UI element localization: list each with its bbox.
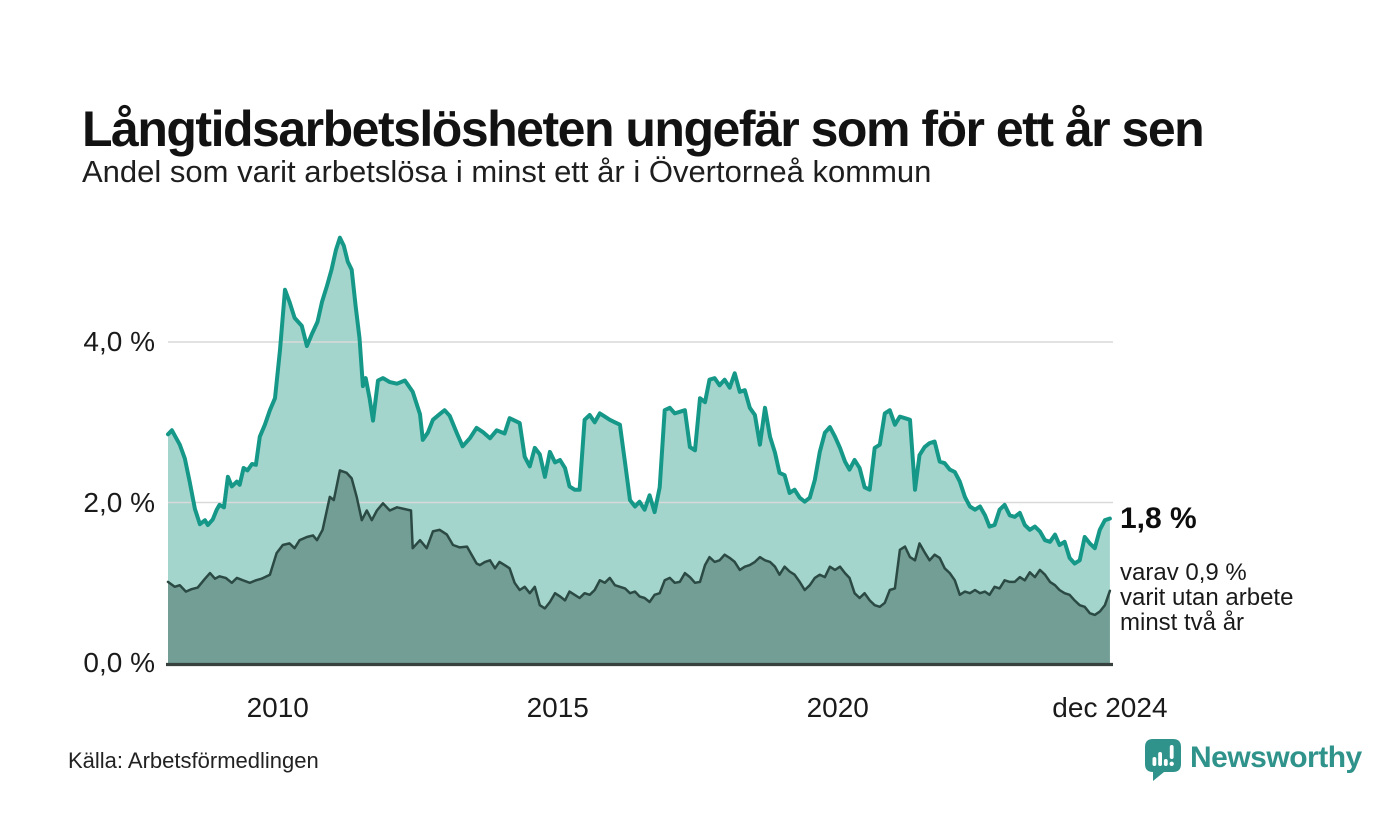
y-tick-label-00: 0,0 % bbox=[83, 647, 155, 678]
newsworthy-wordmark: Newsworthy bbox=[1190, 741, 1362, 774]
series-min-two-years-line bbox=[166, 469, 1112, 617]
latest-value-label: 1,8 % bbox=[1120, 502, 1197, 535]
x-tick-label-2020: 2020 bbox=[806, 692, 869, 723]
series-min-one-year-line bbox=[166, 235, 1112, 566]
y-tick-label-40: 4,0 % bbox=[83, 326, 155, 357]
page-title: Långtidsarbetslösheten ungefär som för e… bbox=[82, 100, 1205, 157]
x-tick-label-dec-2024: dec 2024 bbox=[1052, 692, 1168, 723]
note-line-3: minst två år bbox=[1120, 609, 1245, 636]
x-tick-label-2010: 2010 bbox=[246, 692, 309, 723]
source-attribution: Källa: Arbetsförmedlingen bbox=[68, 748, 319, 773]
series-min-two-years-area bbox=[168, 470, 1110, 663]
newsworthy-icon bbox=[1145, 739, 1181, 781]
page-subtitle: Andel som varit arbetslösa i minst ett å… bbox=[82, 154, 932, 189]
note-line-1: varav 0,9 % bbox=[1120, 559, 1247, 586]
newsworthy-logo: Newsworthy bbox=[1144, 738, 1362, 782]
x-tick-label-2015: 2015 bbox=[526, 692, 589, 723]
y-tick-label-20: 2,0 % bbox=[83, 486, 155, 518]
latest-value-note: varav 0,9 % varit utan arbete minst två … bbox=[1120, 560, 1293, 635]
note-line-2: varit utan arbete bbox=[1120, 584, 1294, 611]
